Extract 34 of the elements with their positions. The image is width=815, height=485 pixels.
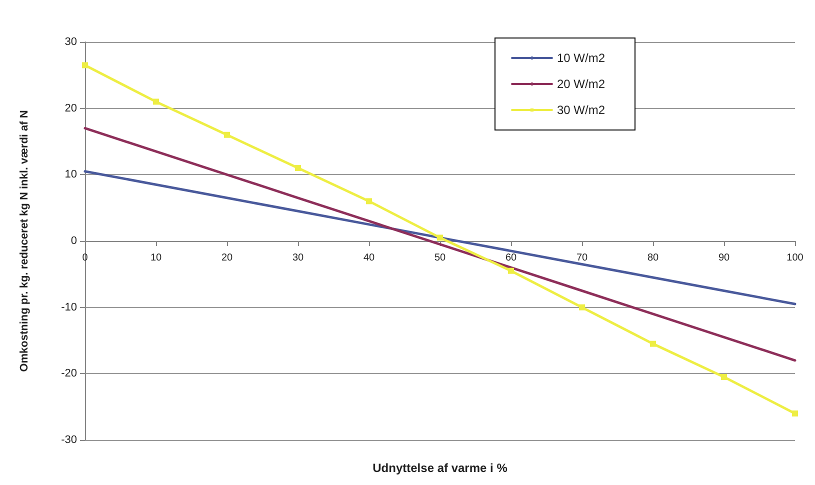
legend-label: 10 W/m2	[556, 51, 606, 65]
point	[792, 410, 798, 416]
x-tick-label: 90	[718, 252, 730, 264]
x-tick-label: 10	[150, 252, 162, 264]
point	[366, 198, 372, 204]
x-tick-label: 0	[82, 252, 88, 264]
x-tick-label: 80	[647, 252, 659, 264]
point	[82, 62, 88, 68]
x-tick-label: 50	[434, 252, 446, 264]
point	[721, 374, 727, 380]
point	[224, 132, 230, 138]
x-tick-label: 40	[363, 252, 375, 264]
y-axis-title: Omkostning pr. kg. reduceret kg N inkl. værdi af N	[18, 110, 30, 372]
x-tick-label: 100	[786, 252, 804, 264]
point	[579, 304, 585, 310]
y-tick-label: 0	[70, 235, 77, 247]
y-tick-label: 10	[64, 168, 77, 181]
x-tick-label: 20	[221, 252, 233, 264]
point	[508, 268, 514, 274]
point	[650, 340, 656, 347]
point	[295, 165, 301, 172]
legend-label: 20 W/m2	[556, 77, 606, 91]
y-tick-label: 20	[64, 102, 77, 114]
y-tick-label: -20	[61, 368, 77, 380]
x-tick-label: 30	[292, 252, 304, 264]
x-tick-label: 60	[505, 252, 517, 264]
y-tick-label: -30	[61, 434, 77, 446]
y-tick-label: -10	[61, 301, 77, 314]
x-axis-title: Udnyttelse af varme i %	[372, 461, 508, 475]
y-tick-label: 30	[64, 36, 77, 48]
point	[153, 98, 159, 105]
point	[437, 234, 443, 241]
x-tick-label: 70	[576, 252, 588, 264]
legend-label: 30 W/m2	[556, 103, 606, 117]
